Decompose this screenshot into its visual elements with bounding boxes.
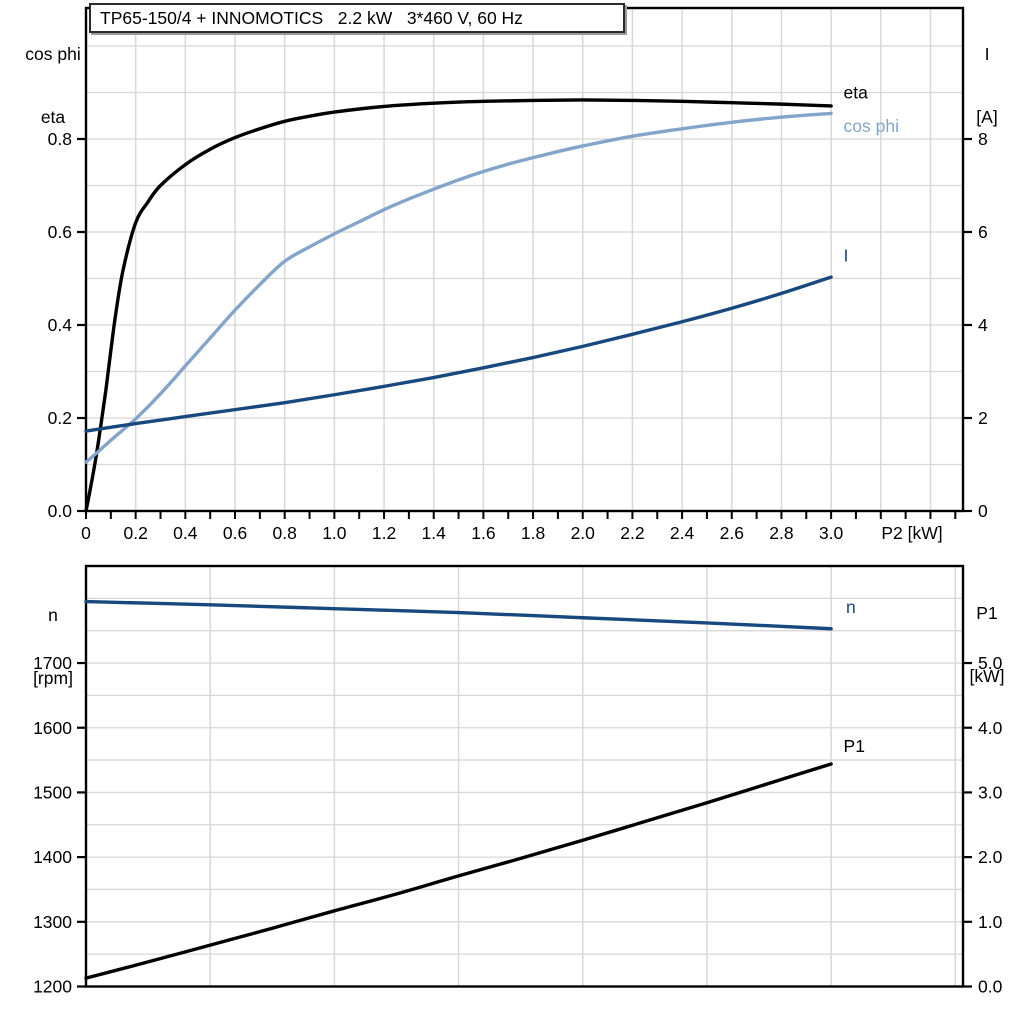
axis-title-speed-unit: [rpm]	[33, 668, 73, 688]
right-axis-tick-label: 4.0	[978, 718, 1003, 738]
axis-title-eta: eta	[40, 107, 66, 127]
series-eta-label: eta	[844, 83, 869, 103]
bottom-right-axis-title: P1 [kW]	[955, 561, 1019, 729]
series-eta-path	[84, 98, 833, 513]
x-axis-tick-label: 1.4	[422, 523, 447, 543]
right-axis-tick-label: 2.0	[978, 847, 1003, 867]
series-cos phi-label: cos phi	[844, 116, 899, 136]
axis-title-cos-phi: cos phi	[25, 44, 81, 64]
right-axis-tick-label: 5.0	[978, 653, 1003, 673]
right-axis-tick-label: 0	[978, 501, 988, 521]
left-axis-tick-label: 0.2	[48, 408, 72, 428]
axis-title-speed: n	[48, 605, 58, 625]
x-axis-tick-label: 3.0	[819, 523, 844, 543]
x-axis-tick-label: 1.0	[322, 523, 347, 543]
x-axis-tick-label: 1.8	[521, 523, 545, 543]
series-P1-path	[84, 762, 833, 980]
left-axis-tick-label: 1400	[33, 847, 72, 867]
x-axis-tick-label: 0.2	[124, 523, 148, 543]
axis-title-current-unit: [A]	[976, 107, 998, 127]
title-box: TP65-150/4 + INNOMOTICS 2.2 kW 3*460 V, …	[89, 3, 625, 33]
x-axis-label: P2 [kW]	[881, 523, 942, 543]
plot-frame	[84, 564, 965, 988]
x-axis-tick-label: 2.4	[670, 523, 695, 543]
left-axis-tick-label: 0.6	[48, 222, 72, 242]
x-axis-tick-label: 0.4	[173, 523, 198, 543]
series-P1-label: P1	[844, 736, 865, 756]
bottom-left-axis-title: n [rpm]	[10, 563, 96, 731]
left-axis-tick-label: 0.4	[48, 315, 73, 335]
left-axis-tick-label: 0.0	[48, 501, 73, 521]
x-axis-tick-label: 0.8	[273, 523, 297, 543]
plot-speed-and-input-power-curves: 1200 1300 1400 1500 1600 1700 0.0 1.0 2.0 3.0 4.0 5…	[33, 564, 1003, 997]
right-axis-tick-label: 8	[978, 129, 988, 149]
right-axis-tick-label: 4	[978, 315, 988, 335]
right-axis-tick-label: 6	[978, 222, 988, 242]
x-axis-tick-label: 1.6	[471, 523, 495, 543]
right-axis-tick-label: 3.0	[978, 783, 1003, 803]
x-axis-tick-label: 2.0	[571, 523, 596, 543]
series-I-path	[84, 275, 833, 433]
top-left-axis-title: cos phi eta	[10, 2, 96, 170]
x-axis-tick-label: 2.6	[720, 523, 744, 543]
plot-motor-performance-curves: 0.0 0.2 0.4 0.6 0.8 0 2 4 6 8 0 0.2 0.4 0.6 0.8 1.0 1.2 1…	[48, 6, 988, 543]
top-right-axis-title: I [A]	[955, 2, 1019, 170]
series-cos phi-path	[84, 111, 833, 464]
right-axis-tick-label: 0.0	[978, 977, 1003, 997]
left-axis-tick-label: 1700	[33, 653, 72, 673]
series-n-label: n	[846, 597, 856, 617]
left-axis-tick-label: 1500	[33, 783, 72, 803]
x-axis-tick-label: 0	[81, 523, 91, 543]
x-axis-tick-label: 0.6	[223, 523, 247, 543]
axis-title-p1: P1	[976, 603, 998, 623]
left-axis-tick-label: 1300	[33, 912, 72, 932]
x-axis-tick-label: 2.8	[769, 523, 793, 543]
axis-title-current: I	[984, 44, 990, 64]
left-axis-tick-label: 0.8	[48, 129, 72, 149]
series-n-path	[84, 599, 833, 631]
right-axis-tick-label: 1.0	[978, 912, 1003, 932]
series-I-label: I	[844, 245, 849, 265]
left-axis-tick-label: 1600	[33, 718, 72, 738]
right-axis-tick-label: 2	[978, 408, 988, 428]
x-axis-tick-label: 1.2	[372, 523, 396, 543]
x-axis-tick-label: 2.2	[620, 523, 644, 543]
left-axis-tick-label: 1200	[33, 977, 72, 997]
axis-title-p1-unit: [kW]	[969, 666, 1005, 686]
